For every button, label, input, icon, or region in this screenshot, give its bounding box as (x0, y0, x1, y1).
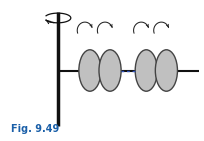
Ellipse shape (99, 50, 121, 91)
Ellipse shape (79, 50, 101, 91)
Ellipse shape (135, 50, 157, 91)
Text: Fig. 9.49: Fig. 9.49 (11, 124, 60, 134)
Ellipse shape (155, 50, 177, 91)
